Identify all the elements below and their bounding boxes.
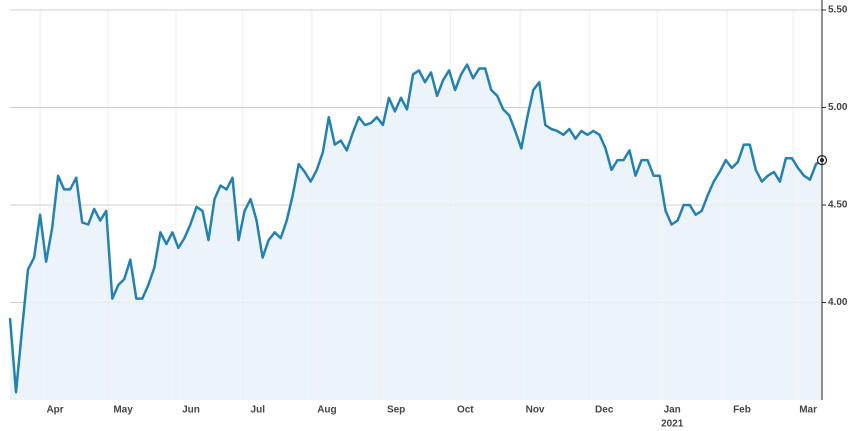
line [8,63,823,394]
y-tick-label: 5.50 [828,5,848,16]
x-tick-label: Mar [799,405,817,416]
year-label: 2021 [661,419,684,430]
x-tick-label: Jan [664,405,681,416]
x-tick-label: Dec [595,405,614,416]
area [10,64,822,400]
x-tick-label: Aug [317,405,336,416]
y-tick-label: 4.00 [828,297,848,308]
x-tick-label: Feb [733,405,751,416]
x-tick-label: Sep [387,405,405,416]
y-tick-label: 5.00 [828,102,848,113]
x-tick-label: May [113,405,133,416]
x-tick-label: Apr [46,405,63,416]
x-tick-label: Jun [182,405,200,416]
x-tick-label: Oct [457,405,474,416]
x-tick-label: Nov [526,405,545,416]
y-tick-label: 4.50 [828,200,848,211]
x-tick-label: Jul [251,405,266,416]
